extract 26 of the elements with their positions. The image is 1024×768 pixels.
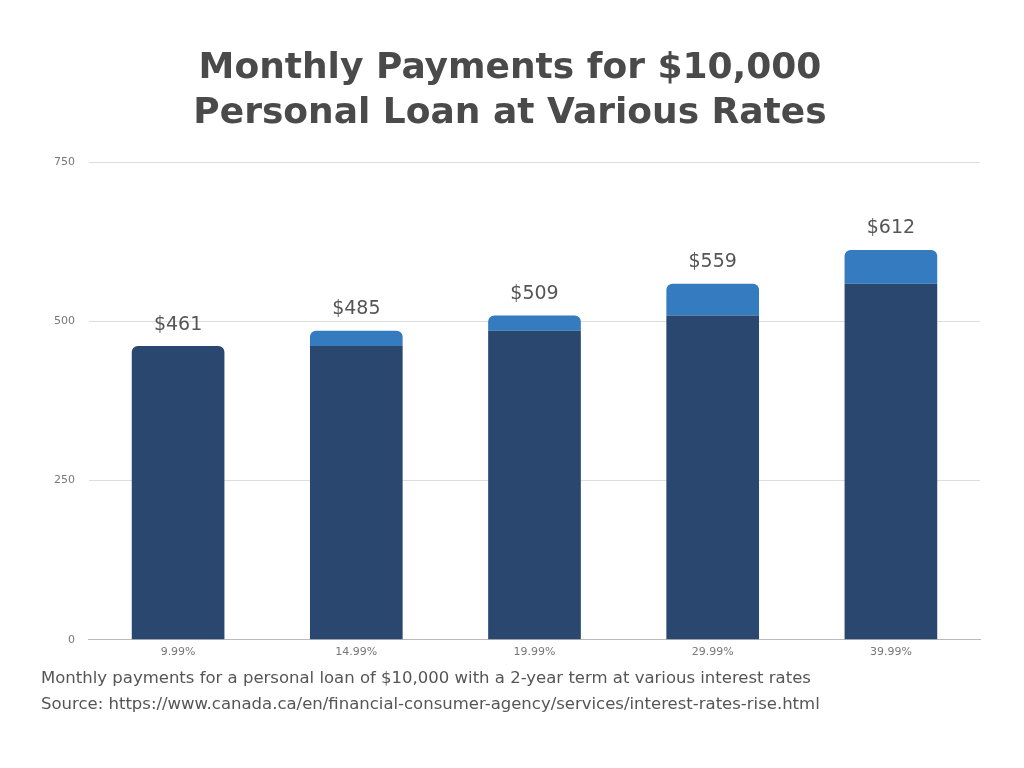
bar [131,346,225,640]
total-label: $485 [332,296,381,319]
total-label: $612 [866,215,916,238]
bar [844,283,938,640]
y-tick-label: 0 [68,632,75,646]
chart-title: Monthly Payments for $10,000 Personal Loan at Various Rates [193,44,827,131]
bar [844,249,938,284]
x-tick-label: 39.99% [869,645,912,659]
y-tick-label: 500 [54,314,75,328]
y-tick-label: 250 [54,473,75,487]
total-label: $559 [688,249,737,272]
bar [666,315,760,640]
total-label: $509 [510,280,559,303]
x-tick-label: 14.99% [335,645,378,659]
bar [309,346,403,640]
text: Monthly payments for a personal loan of $10,000 with a 2-year term at various interest rates [41,667,812,689]
source-note: Source: https://www.canada.ca/en/financial-consumer-agency/services/interest-rates-rise.html [41,693,821,715]
bar [488,315,581,331]
x-tick-label: 9.99% [160,645,196,659]
x-tick-label: 19.99% [513,645,556,659]
bar [488,330,581,640]
bar [666,283,760,316]
x-tick-label: 29.99% [691,645,734,659]
total-label: $461 [153,311,203,334]
y-tick-label: 750 [54,154,75,168]
bar [309,330,403,347]
